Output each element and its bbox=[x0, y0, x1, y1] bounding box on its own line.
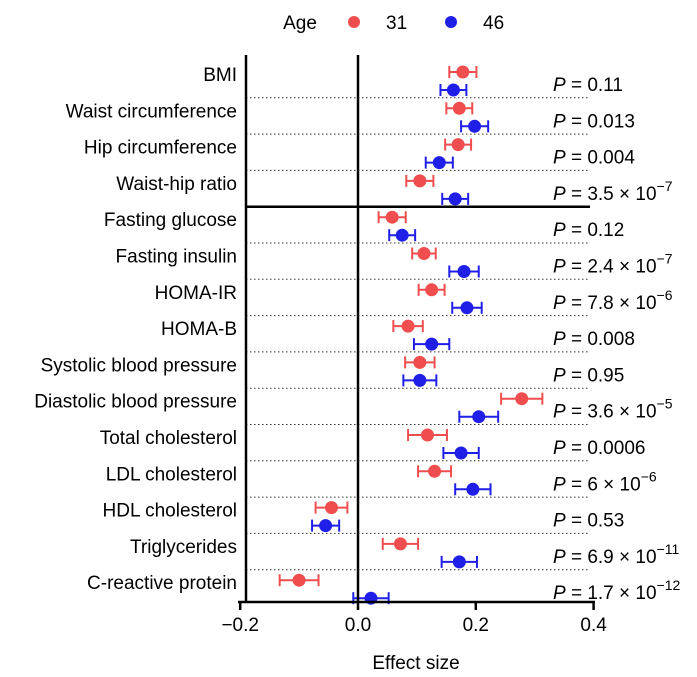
x-axis-label: Effect size bbox=[372, 653, 459, 674]
point-age-46 bbox=[446, 83, 460, 97]
category-label: Total cholesterol bbox=[100, 428, 237, 449]
category-label: C-reactive protein bbox=[87, 573, 237, 594]
p-value-label: P = 3.5 × 10−7 bbox=[553, 178, 673, 205]
category-label: Waist-hip ratio bbox=[116, 174, 237, 195]
axes: −0.2 0.0 0.2 0.4 bbox=[221, 55, 607, 636]
p-value-label: P = 0.013 bbox=[553, 111, 635, 132]
point-age-31 bbox=[456, 65, 470, 79]
legend-label-31: 31 bbox=[386, 13, 407, 34]
point-age-31 bbox=[401, 319, 415, 333]
point-age-31 bbox=[452, 101, 466, 115]
p-value-label: P = 0.004 bbox=[553, 148, 635, 169]
point-age-31 bbox=[421, 428, 435, 442]
p-value-label: P = 6 × 10−6 bbox=[553, 468, 657, 495]
legend-marker-31 bbox=[348, 16, 360, 28]
point-age-46 bbox=[460, 301, 474, 315]
x-tick-label: −0.2 bbox=[221, 615, 259, 636]
legend-label-46: 46 bbox=[483, 13, 504, 34]
point-age-46 bbox=[457, 265, 471, 278]
point-age-46 bbox=[466, 482, 480, 496]
point-age-46 bbox=[472, 410, 486, 424]
category-label: Diastolic blood pressure bbox=[34, 392, 237, 413]
category-label: Hip circumference bbox=[84, 138, 237, 159]
point-age-46 bbox=[395, 228, 409, 242]
p-value-label: P = 0.53 bbox=[553, 511, 624, 532]
p-value-label: P = 0.95 bbox=[553, 365, 624, 386]
point-age-31 bbox=[393, 537, 407, 551]
p-value-label: P = 6.9 × 10−11 bbox=[553, 541, 679, 568]
point-age-31 bbox=[324, 501, 338, 515]
legend-marker-46 bbox=[445, 16, 457, 28]
point-age-31 bbox=[417, 247, 431, 260]
category-label: BMI bbox=[203, 65, 237, 86]
point-age-46 bbox=[448, 192, 462, 206]
category-label: Systolic blood pressure bbox=[41, 355, 237, 376]
p-value-label: P = 2.4 × 10−7 bbox=[553, 251, 673, 278]
category-label: HOMA-B bbox=[161, 319, 237, 340]
x-tick-label: 0.0 bbox=[345, 615, 371, 636]
category-label: Waist circumference bbox=[66, 101, 237, 122]
p-value-label: P = 0.0006 bbox=[553, 438, 645, 459]
x-tick-label: 0.4 bbox=[580, 615, 607, 636]
point-age-46 bbox=[413, 373, 427, 387]
point-age-46 bbox=[432, 156, 446, 170]
category-label: HOMA-IR bbox=[155, 283, 237, 304]
category-label: Triglycerides bbox=[130, 537, 237, 558]
category-label: HDL cholesterol bbox=[103, 501, 237, 522]
point-age-46 bbox=[319, 519, 333, 533]
p-value-label: P = 1.7 × 10−12 bbox=[553, 577, 681, 604]
category-label: Fasting glucose bbox=[104, 210, 237, 231]
point-age-31 bbox=[413, 355, 427, 369]
point-age-31 bbox=[515, 392, 529, 406]
point-age-46 bbox=[425, 337, 439, 351]
category-label: Fasting insulin bbox=[116, 247, 237, 268]
legend-title: Age bbox=[283, 13, 317, 34]
x-tick-label: 0.2 bbox=[463, 615, 489, 636]
point-age-31 bbox=[428, 464, 442, 478]
p-value-label: P = 0.12 bbox=[553, 220, 624, 241]
legend: Age 31 46 bbox=[283, 13, 504, 34]
p-value-label: P = 3.6 × 10−5 bbox=[553, 396, 673, 423]
point-age-46 bbox=[452, 555, 466, 569]
point-age-31 bbox=[451, 138, 465, 152]
category-label: LDL cholesterol bbox=[106, 464, 237, 485]
category-labels: BMI Waist circumference Hip circumference W… bbox=[34, 65, 237, 594]
p-value-label: P = 0.008 bbox=[553, 329, 635, 350]
row-dividers bbox=[246, 97, 590, 571]
p-value-label: P = 7.8 × 10−6 bbox=[553, 287, 673, 314]
point-age-31 bbox=[385, 210, 399, 224]
point-age-31 bbox=[413, 174, 427, 188]
p-value-label: P = 0.11 bbox=[553, 75, 623, 96]
point-age-46 bbox=[454, 446, 468, 460]
chart-marks bbox=[278, 65, 544, 605]
point-age-46 bbox=[468, 119, 482, 133]
point-age-31 bbox=[425, 283, 439, 297]
point-age-31 bbox=[292, 573, 306, 587]
p-value-labels: P = 0.11 P = 0.013 P = 0.004 P = 3.5 × 10−7… bbox=[553, 75, 681, 604]
